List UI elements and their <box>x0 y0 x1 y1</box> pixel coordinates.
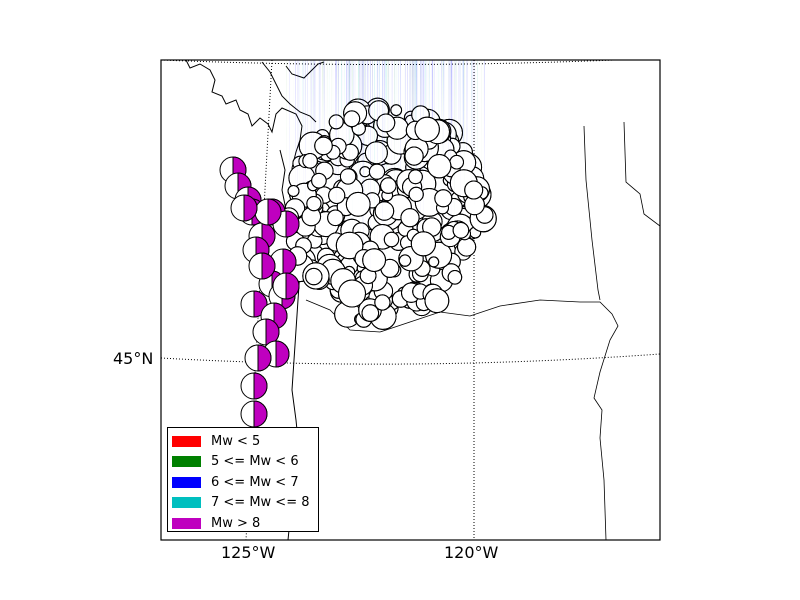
political-borders <box>305 121 660 540</box>
beachball-icon <box>306 60 322 212</box>
beachball-icon <box>287 60 300 197</box>
beachball-icon <box>314 60 333 156</box>
beachball-icon <box>359 60 371 178</box>
beachball-icon <box>328 60 346 204</box>
beachball-icon <box>272 272 300 300</box>
legend-swatch <box>172 497 201 509</box>
legend-label: Mw > 8 <box>211 515 261 531</box>
legend-label: 5 <= Mw < 6 <box>211 454 299 470</box>
beachball-icon <box>400 60 420 228</box>
beachball-icon <box>464 60 484 200</box>
lon-label-125w: 125°W <box>221 543 276 562</box>
map-frame <box>160 59 661 541</box>
beachball-icon <box>374 60 395 221</box>
beachball-icon <box>343 60 361 128</box>
legend-item: 6 <= Mw < 7 <box>172 472 318 493</box>
beachball-icon <box>356 60 368 129</box>
beachball-icon <box>452 60 470 239</box>
lon-label-120w: 120°W <box>444 543 499 562</box>
beachball-icon <box>368 60 386 180</box>
beachball-icon <box>240 372 268 400</box>
beachball-icon <box>302 60 318 169</box>
beachball-icon <box>408 60 423 185</box>
beachball-icon <box>311 60 327 189</box>
beachball-icon <box>298 60 327 160</box>
beachball-icon <box>410 60 436 257</box>
lat-label-45n: 45°N <box>113 349 154 368</box>
beachball-icon <box>362 60 387 273</box>
legend-item: Mw > 8 <box>172 513 318 534</box>
beachball-icon <box>317 60 332 150</box>
beachball-icon <box>447 60 463 285</box>
beachball-icon <box>413 60 441 136</box>
beachball-icon <box>341 60 359 161</box>
beachball-icon <box>345 60 371 217</box>
legend-item: 5 <= Mw < 6 <box>172 452 318 473</box>
beachball-icon <box>356 60 371 135</box>
beachball-icon <box>248 252 276 280</box>
beachball-icon <box>329 60 355 148</box>
beachball-icon <box>424 60 450 314</box>
beachball-icon <box>292 60 308 171</box>
beachball-icon <box>298 60 313 169</box>
beachball-icon <box>434 60 453 208</box>
beachball-icon <box>344 60 372 126</box>
beachball-icon <box>383 60 400 248</box>
beachball-icon <box>441 60 457 240</box>
legend-swatch <box>172 456 201 468</box>
legend-swatch <box>172 476 201 488</box>
beachball-icon <box>427 60 452 179</box>
beachball-icon <box>305 60 323 286</box>
beachball-icon <box>404 60 424 166</box>
legend-swatch <box>172 517 201 529</box>
focal-mechanism-cluster <box>219 60 497 428</box>
beachball-icon <box>240 400 268 428</box>
beachball-icon <box>306 60 320 158</box>
legend-label: 7 <= Mw <= 8 <box>211 495 310 511</box>
beachball-icon <box>398 60 412 267</box>
beachball-icon <box>327 60 344 227</box>
beachball-icon <box>351 60 366 136</box>
beachball-icon <box>244 344 272 372</box>
legend-item: Mw < 5 <box>172 431 318 452</box>
magnitude-legend: Mw < 5 5 <= Mw < 6 6 <= Mw < 7 7 <= Mw <… <box>167 427 319 532</box>
beachball-icon <box>390 60 403 117</box>
beachball-icon <box>361 60 380 322</box>
beachball-icon <box>414 60 440 143</box>
legend-swatch <box>172 435 201 447</box>
beachball-icon <box>254 198 282 226</box>
legend-label: 6 <= Mw < 7 <box>211 474 299 490</box>
beachball-icon <box>284 60 306 219</box>
legend-label: Mw < 5 <box>211 433 261 449</box>
beachball-icon <box>339 60 357 185</box>
beachball-icon <box>365 60 390 122</box>
beachball-icon <box>338 60 366 308</box>
beachball-icon <box>380 60 397 194</box>
beachball-icon <box>329 60 347 155</box>
beachball-icon <box>376 60 396 133</box>
beachball-icon <box>328 60 344 130</box>
beachball-icon <box>357 60 377 125</box>
legend-item: 7 <= Mw <= 8 <box>172 493 318 514</box>
beachball-icon <box>428 60 440 268</box>
beachball-icon <box>335 60 364 260</box>
beachball-icon <box>230 194 258 222</box>
